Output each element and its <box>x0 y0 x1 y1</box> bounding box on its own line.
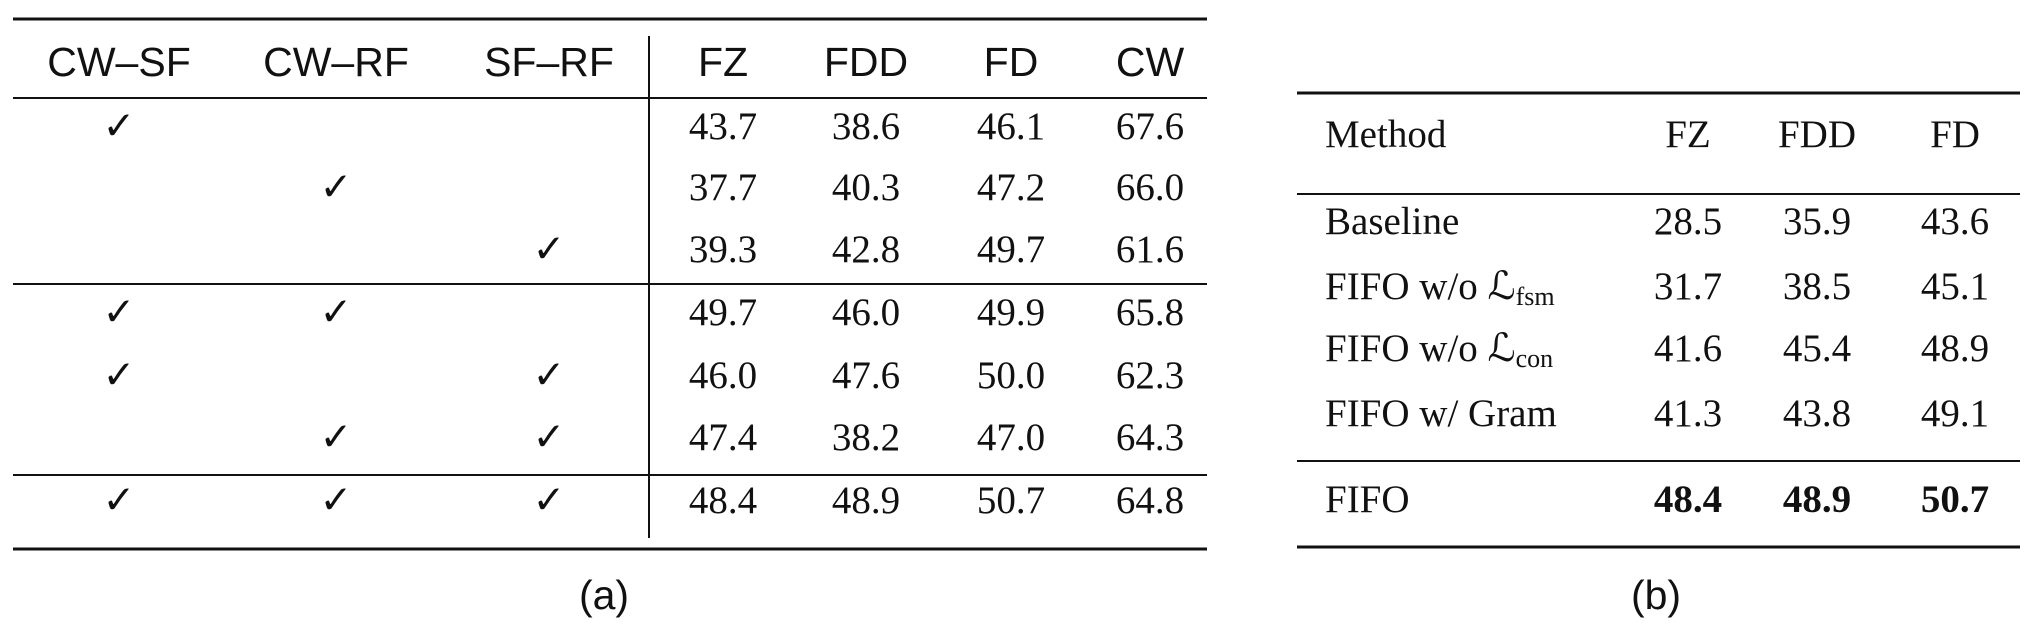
table-a-rules <box>13 17 1207 551</box>
column-header: FD <box>984 39 1039 85</box>
method-name: FIFO w/o ℒfsm <box>1325 265 1555 311</box>
cell-value: 67.6 <box>1116 105 1184 148</box>
check-mark: ✓ <box>320 416 353 459</box>
method-text: FIFO w/o ℒ <box>1325 265 1516 308</box>
method-name: Baseline <box>1325 200 1459 243</box>
check-mark: ✓ <box>103 105 136 148</box>
method-name: FIFO w/o ℒcon <box>1325 327 1553 373</box>
check-mark: ✓ <box>533 228 566 271</box>
cell-value: 46.1 <box>977 105 1045 148</box>
cell-value: 42.8 <box>832 228 900 271</box>
method-name: FIFO w/ Gram <box>1325 392 1557 435</box>
cell-value: 48.9 <box>832 479 900 522</box>
check-mark: ✓ <box>533 479 566 522</box>
cell-value: 66.0 <box>1116 166 1184 209</box>
cell-value: 50.7 <box>1921 478 1989 521</box>
cell-value: 43.7 <box>689 105 757 148</box>
cell-value: 48.4 <box>1654 478 1722 521</box>
cell-value: 49.1 <box>1921 392 1989 435</box>
cell-value: 47.4 <box>689 416 757 459</box>
cell-value: 45.1 <box>1921 265 1989 308</box>
column-header: CW–RF <box>263 39 409 85</box>
cell-value: 46.0 <box>689 354 757 397</box>
cell-value: 47.6 <box>832 354 900 397</box>
method-text: FIFO w/ Gram <box>1325 392 1557 435</box>
cell-value: 28.5 <box>1654 200 1722 243</box>
cell-value: 45.4 <box>1783 327 1851 370</box>
cell-value: 61.6 <box>1116 228 1184 271</box>
column-header: FD <box>1930 113 1980 156</box>
cell-value: 50.0 <box>977 354 1045 397</box>
cell-value: 62.3 <box>1116 354 1184 397</box>
cell-value: 50.7 <box>977 479 1045 522</box>
cell-value: 38.6 <box>832 105 900 148</box>
check-mark: ✓ <box>320 166 353 209</box>
cell-value: 41.6 <box>1654 327 1722 370</box>
check-mark: ✓ <box>103 354 136 397</box>
method-subscript: fsm <box>1516 282 1555 311</box>
check-mark: ✓ <box>103 291 136 334</box>
cell-value: 48.9 <box>1921 327 1989 370</box>
cell-value: 47.0 <box>977 416 1045 459</box>
cell-value: 46.0 <box>832 291 900 334</box>
column-header: FDD <box>1778 113 1856 156</box>
cell-value: 48.9 <box>1783 478 1851 521</box>
cell-value: 38.5 <box>1783 265 1851 308</box>
cell-value: 48.4 <box>689 479 757 522</box>
column-header: FDD <box>824 39 908 85</box>
method-text: FIFO <box>1325 478 1410 521</box>
cell-value: 38.2 <box>832 416 900 459</box>
method-name: FIFO <box>1325 478 1410 521</box>
cell-value: 31.7 <box>1654 265 1722 308</box>
caption: (a) <box>579 572 629 618</box>
cell-value: 43.6 <box>1921 200 1989 243</box>
method-text: Baseline <box>1325 200 1459 243</box>
cell-value: 35.9 <box>1783 200 1851 243</box>
method-text: FIFO w/o ℒ <box>1325 327 1516 370</box>
check-mark: ✓ <box>533 354 566 397</box>
check-mark: ✓ <box>320 479 353 522</box>
column-header: CW <box>1116 39 1185 85</box>
cell-value: 43.8 <box>1783 392 1851 435</box>
column-header: CW–SF <box>47 39 191 85</box>
column-header: FZ <box>1665 113 1711 156</box>
cell-value: 40.3 <box>832 166 900 209</box>
check-mark: ✓ <box>320 291 353 334</box>
column-header: Method <box>1325 113 1447 156</box>
cell-value: 49.7 <box>977 228 1045 271</box>
cell-value: 49.7 <box>689 291 757 334</box>
check-mark: ✓ <box>103 479 136 522</box>
cell-value: 37.7 <box>689 166 757 209</box>
cell-value: 47.2 <box>977 166 1045 209</box>
cell-value: 64.3 <box>1116 416 1184 459</box>
cell-value: 39.3 <box>689 228 757 271</box>
column-header: SF–RF <box>484 39 614 85</box>
table-b-rules <box>1297 91 2020 549</box>
column-header: FZ <box>698 39 748 85</box>
caption: (b) <box>1631 572 1681 618</box>
cell-value: 49.9 <box>977 291 1045 334</box>
cell-value: 64.8 <box>1116 479 1184 522</box>
check-mark: ✓ <box>533 416 566 459</box>
cell-value: 65.8 <box>1116 291 1184 334</box>
method-subscript: con <box>1516 344 1554 373</box>
cell-value: 41.3 <box>1654 392 1722 435</box>
